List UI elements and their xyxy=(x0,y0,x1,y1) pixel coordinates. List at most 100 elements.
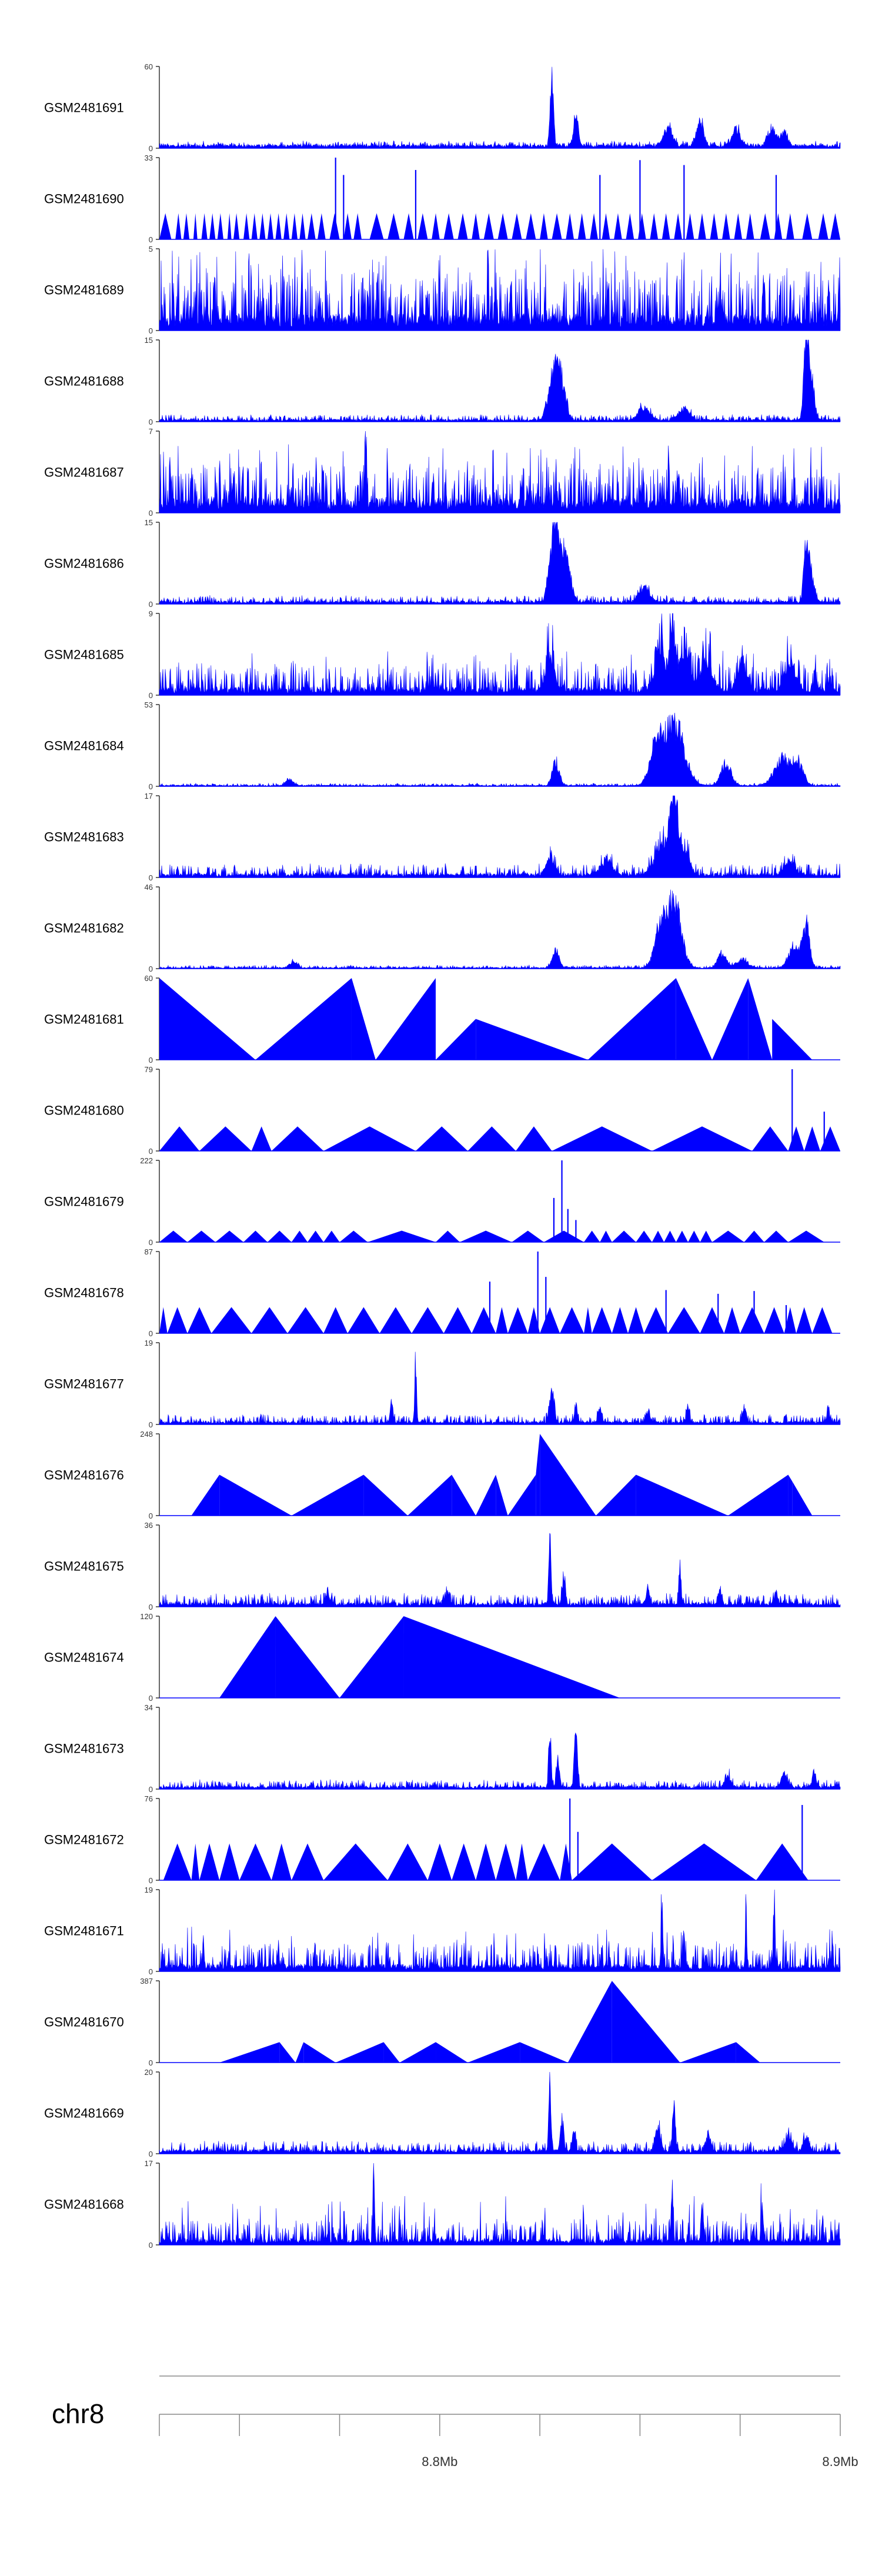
track-label: GSM2481688 xyxy=(44,374,124,389)
coverage-triangle xyxy=(652,1230,664,1242)
track-gsm2481669: GSM2481669 20 0 xyxy=(44,2068,841,2158)
coverage-triangle xyxy=(291,1843,324,1880)
track-label: GSM2481691 xyxy=(44,101,124,115)
signal-area xyxy=(159,1889,841,1972)
track-label: GSM2481682 xyxy=(44,921,124,936)
track-label: GSM2481683 xyxy=(44,830,124,845)
signal-area xyxy=(159,1352,841,1425)
coverage-triangle xyxy=(614,213,622,239)
y-axis-max-label: 17 xyxy=(145,792,153,800)
coverage-triangle xyxy=(516,1126,552,1151)
coverage-triangle xyxy=(712,978,749,1060)
coverage-triangle xyxy=(712,1230,744,1242)
y-axis-max-label: 20 xyxy=(145,2068,153,2077)
track-gsm2481689: GSM2481689 5 0 xyxy=(44,245,841,335)
coverage-triangle xyxy=(403,1616,620,1698)
coverage-triangle xyxy=(436,1019,476,1060)
signal-area xyxy=(159,613,841,696)
coverage-triangle xyxy=(802,213,813,239)
coverage-triangle xyxy=(636,1474,729,1516)
track-label: GSM2481675 xyxy=(44,1559,124,1574)
coverage-triangle xyxy=(363,1474,408,1516)
coverage-triangle xyxy=(584,1307,592,1333)
coverage-triangle xyxy=(159,1307,168,1333)
coverage-triangle xyxy=(650,213,659,239)
track-label: GSM2481676 xyxy=(44,1468,124,1483)
coverage-triangle xyxy=(417,213,428,239)
signal-area xyxy=(159,339,841,422)
coverage-triangle xyxy=(211,1307,252,1333)
coverage-triangle xyxy=(379,1307,412,1333)
coverage-triangle xyxy=(287,1307,324,1333)
coverage-triangle xyxy=(239,1843,272,1880)
coverage-triangle xyxy=(175,213,182,239)
y-axis-max-label: 248 xyxy=(140,1430,153,1439)
track-label: GSM2481680 xyxy=(44,1103,124,1118)
signal-area xyxy=(159,2163,841,2245)
signal-area xyxy=(159,431,841,513)
track-gsm2481684: GSM2481684 53 0 xyxy=(44,700,841,791)
y-axis-max-label: 15 xyxy=(145,518,153,527)
track-label: GSM2481685 xyxy=(44,648,124,662)
y-axis-min-label: 0 xyxy=(149,1329,153,1338)
coverage-triangle xyxy=(375,978,436,1060)
track-gsm2481685: GSM2481685 9 0 xyxy=(44,609,841,700)
coverage-triangle xyxy=(772,1019,813,1060)
coverage-triangle xyxy=(443,213,454,239)
coverage-triangle xyxy=(217,213,223,239)
coverage-triangle xyxy=(788,1126,804,1151)
coverage-triangle xyxy=(560,1307,584,1333)
coverage-triangle xyxy=(403,213,414,239)
signal-area xyxy=(159,889,841,969)
y-axis-min-label: 0 xyxy=(149,782,153,791)
y-axis-max-label: 17 xyxy=(145,2159,153,2168)
coverage-triangle xyxy=(351,978,376,1060)
coverage-triangle xyxy=(734,213,743,239)
coverage-triangle xyxy=(644,1307,669,1333)
coverage-triangle xyxy=(724,1307,740,1333)
y-axis-max-label: 79 xyxy=(145,1065,153,1074)
y-axis-min-label: 0 xyxy=(149,1056,153,1065)
coverage-triangle xyxy=(427,1843,452,1880)
coverage-triangle xyxy=(472,213,480,239)
y-axis-max-label: 34 xyxy=(145,1703,153,1712)
coverage-triangle xyxy=(243,213,250,239)
coverage-triangle xyxy=(399,2042,436,2063)
coverage-triangle xyxy=(343,213,352,239)
coverage-triangle xyxy=(329,213,340,239)
coverage-triangle xyxy=(243,1230,268,1242)
coverage-triangle xyxy=(467,1126,516,1151)
coverage-triangle xyxy=(700,1307,724,1333)
signal-area xyxy=(159,66,841,149)
coverage-triangle xyxy=(318,213,326,239)
track-gsm2481682: GSM2481682 46 0 xyxy=(44,883,841,973)
coverage-triangle xyxy=(295,2042,304,2063)
x-axis-tick-label: 8.8Mb xyxy=(422,2454,457,2469)
coverage-triangle xyxy=(219,2042,280,2063)
coverage-triangle xyxy=(527,1307,540,1333)
coverage-triangle xyxy=(219,1843,240,1880)
coverage-triangle xyxy=(746,213,754,239)
coverage-triangle xyxy=(577,213,586,239)
coverage-triangle xyxy=(291,1474,364,1516)
coverage-triangle xyxy=(191,1843,200,1880)
track-gsm2481691: GSM2481691 60 0 xyxy=(44,62,841,153)
coverage-triangle xyxy=(348,1307,380,1333)
track-label: GSM2481674 xyxy=(44,1650,124,1665)
coverage-triangle xyxy=(299,213,306,239)
y-axis-min-label: 0 xyxy=(149,1694,153,1703)
coverage-triangle xyxy=(219,1616,276,1698)
coverage-triangle xyxy=(764,1230,789,1242)
track-label: GSM2481671 xyxy=(44,1924,124,1938)
coverage-triangle xyxy=(339,1230,368,1242)
coverage-triangle xyxy=(830,213,840,239)
coverage-triangle xyxy=(520,2042,568,2063)
coverage-triangle xyxy=(792,1481,813,1516)
signal-area xyxy=(159,795,841,878)
track-label: GSM2481673 xyxy=(44,1741,124,1756)
signal-area xyxy=(159,249,841,331)
coverage-triangle xyxy=(527,1843,560,1880)
coverage-triangle xyxy=(736,2042,760,2063)
y-axis-max-label: 33 xyxy=(145,154,153,162)
